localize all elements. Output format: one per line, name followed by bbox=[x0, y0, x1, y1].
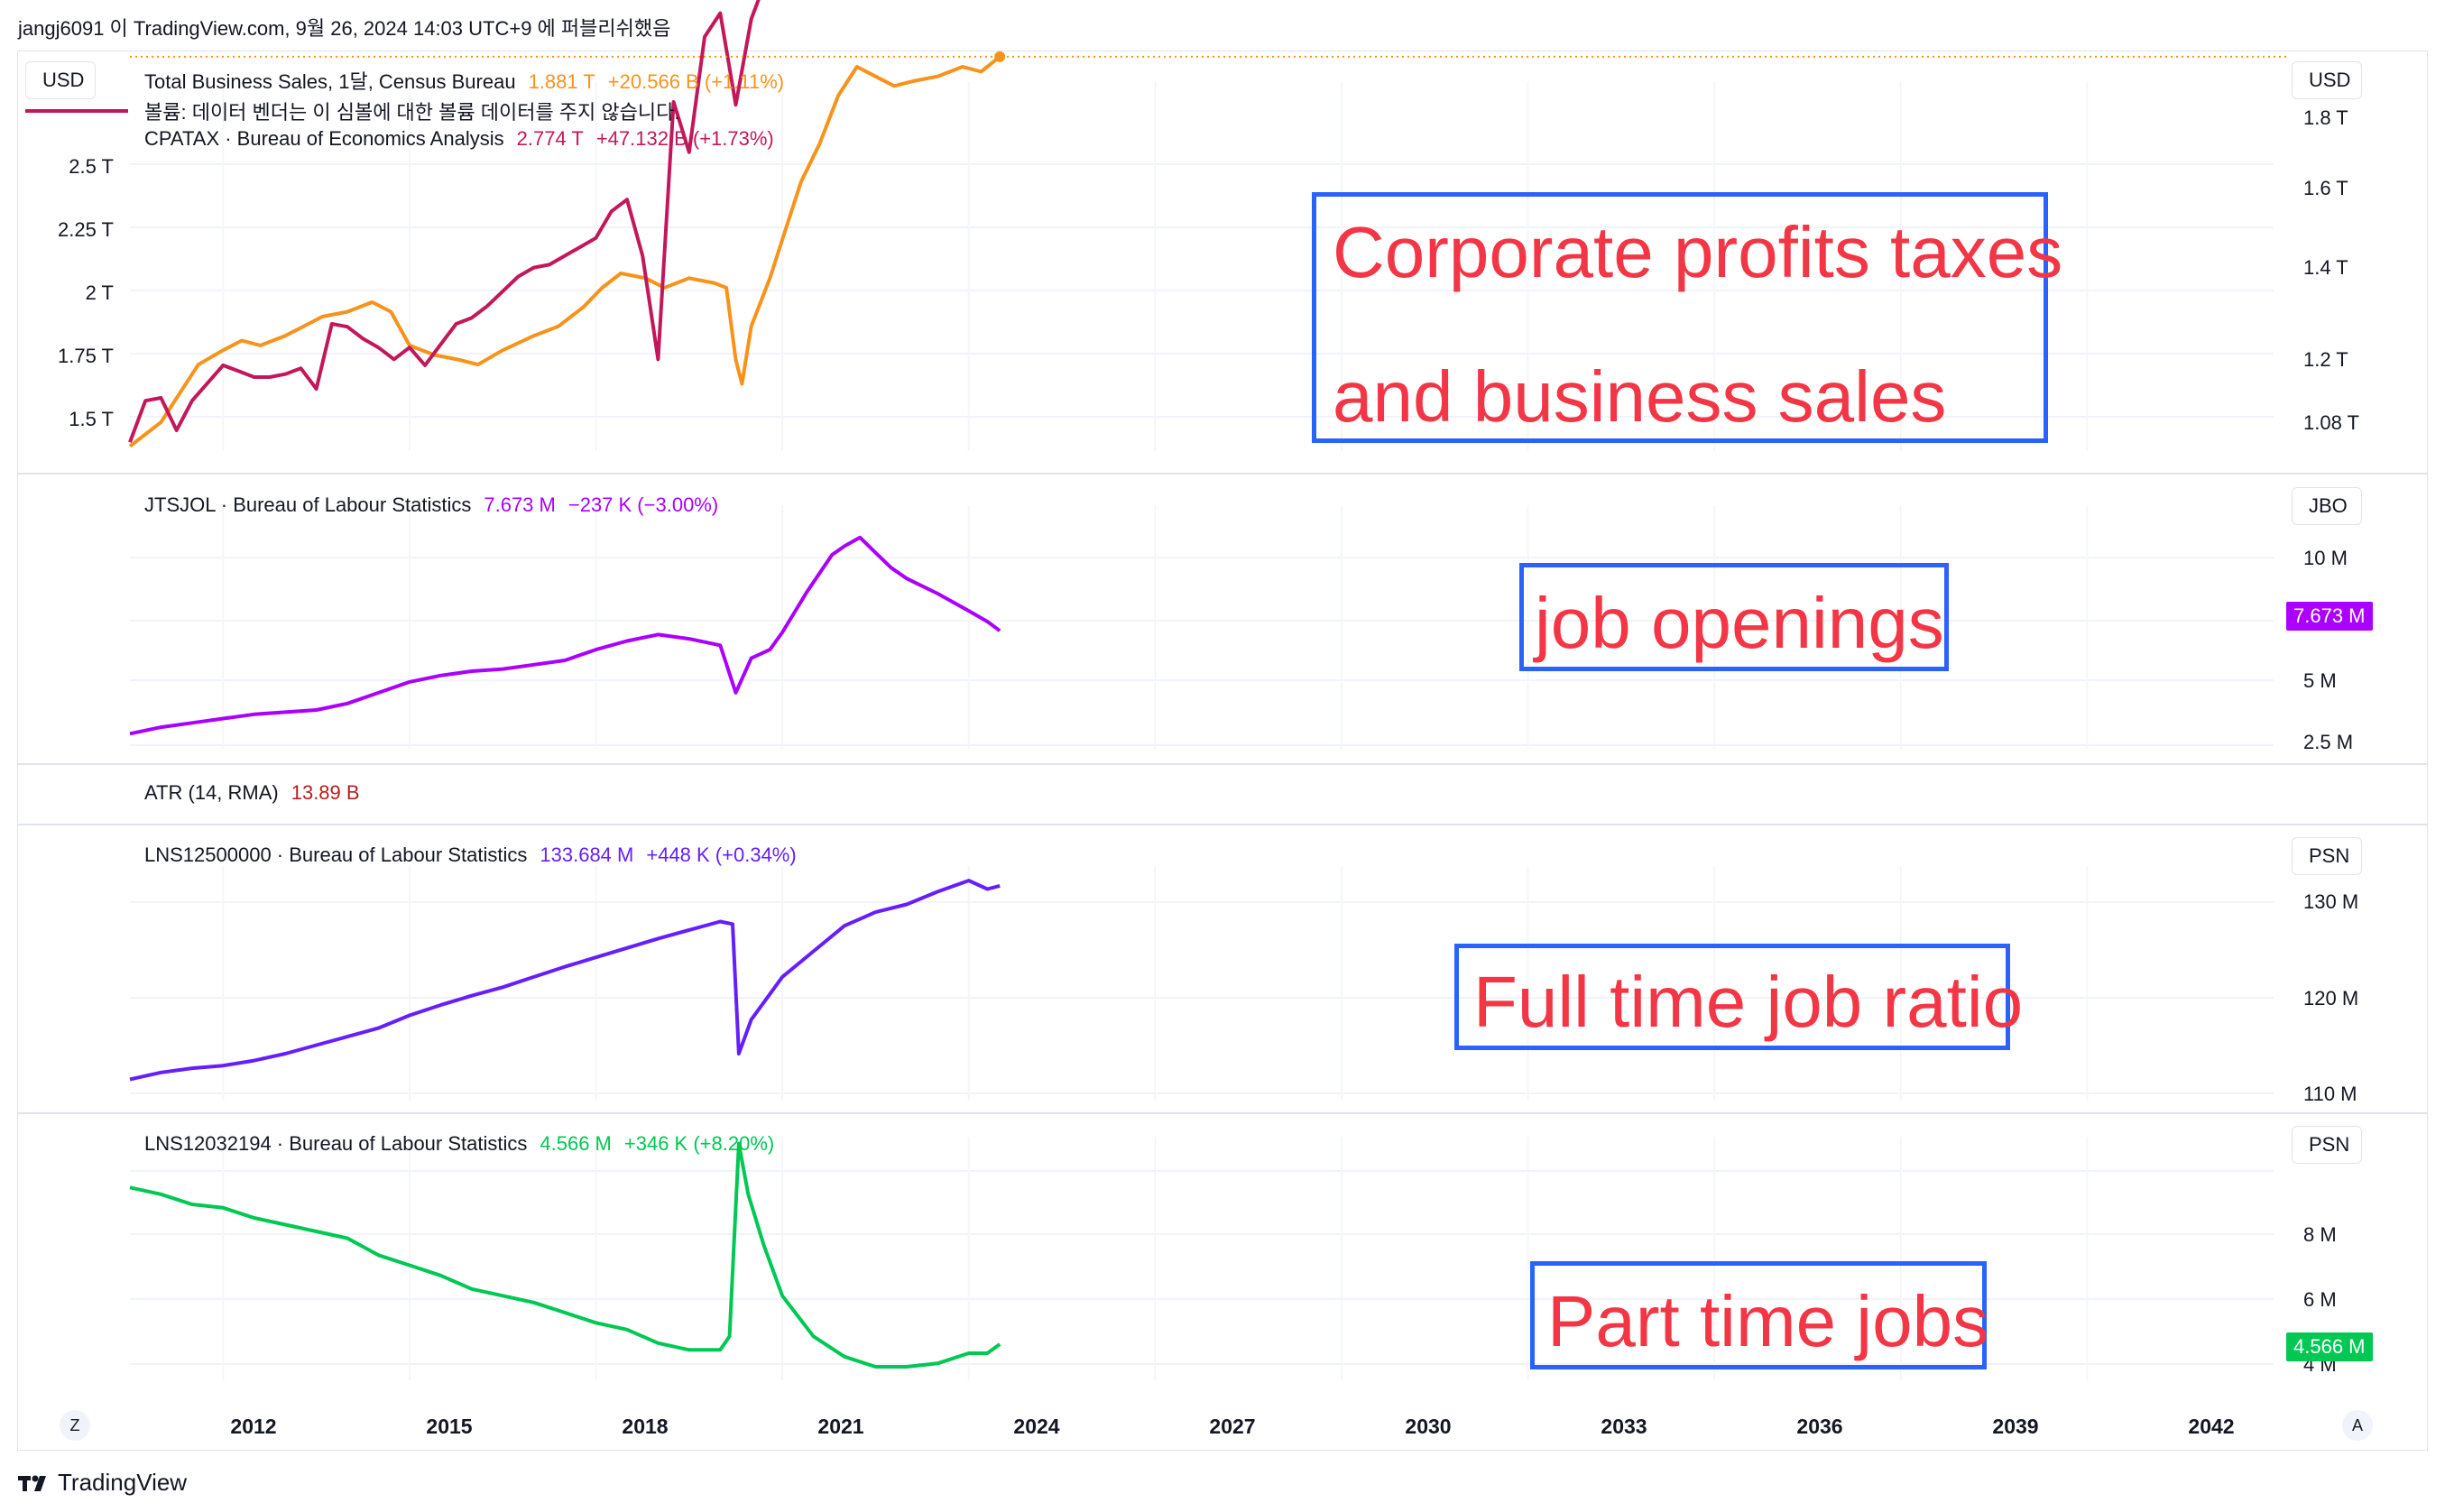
right-axis-tick: 1.4 T bbox=[2303, 256, 2348, 279]
x-axis-tick: 2030 bbox=[1405, 1415, 1452, 1438]
x-axis-tick: 2024 bbox=[1013, 1415, 1060, 1438]
pane5-scale-unit-button[interactable]: PSN bbox=[2292, 1126, 2362, 1164]
volume-note: 볼륨: 데이터 벤더는 이 심볼에 대한 볼륨 데이터를 주지 않습니다. bbox=[144, 101, 680, 124]
x-axis-tick: 2021 bbox=[817, 1415, 864, 1438]
annotation-box-part-time[interactable]: Part time jobs bbox=[1530, 1261, 1989, 1369]
left-axis-tick: 1.75 T bbox=[58, 345, 114, 367]
series-line-lns12500000[interactable] bbox=[129, 879, 1001, 1082]
tradingview-logo-icon bbox=[18, 1475, 46, 1491]
right-axis-tick: 120 M bbox=[2303, 987, 2359, 1010]
pane-divider[interactable] bbox=[17, 473, 2428, 475]
legend-series-change: +20.566 B (+1.11%) bbox=[607, 70, 785, 93]
annotation-text: Part time jobs bbox=[1547, 1281, 1989, 1361]
pane-divider[interactable] bbox=[17, 763, 2428, 765]
left-scale-series-marker bbox=[25, 109, 128, 113]
x-axis-tick: 2033 bbox=[1601, 1415, 1647, 1438]
right-axis-tick: 6 M bbox=[2303, 1288, 2337, 1311]
series-line-cpatax[interactable] bbox=[128, 0, 1000, 443]
right-axis-tick: 130 M bbox=[2303, 890, 2359, 913]
legend-series-name: LNS12032194 · Bureau of Labour Statistic… bbox=[144, 1132, 528, 1155]
legend-series-name: JTSJOL · Bureau of Labour Statistics bbox=[144, 493, 472, 516]
x-axis-tick: 2039 bbox=[1992, 1415, 2039, 1438]
last-value-label: 7.673 M bbox=[2286, 602, 2373, 631]
x-axis-tick: 2018 bbox=[622, 1415, 669, 1438]
left-axis-tick: 2 T bbox=[85, 281, 114, 304]
legend-cpatax[interactable]: CPATAX · Bureau of Economics Analysis 2.7… bbox=[144, 127, 774, 151]
annotation-text: Full time job ratio bbox=[1473, 962, 2024, 1042]
x-axis-tick: 2012 bbox=[230, 1415, 277, 1438]
annotation-text: Corporate profits taxes bbox=[1333, 212, 2063, 292]
pane-divider[interactable] bbox=[17, 824, 2428, 825]
annotation-box-job-openings[interactable]: job openings bbox=[1519, 563, 1949, 671]
left-scale-unit-button[interactable]: USD bbox=[25, 61, 96, 99]
left-axis-tick: 2.5 T bbox=[69, 155, 114, 178]
toggle-zoom-button[interactable]: Z bbox=[60, 1410, 90, 1441]
series-line-lns12032194[interactable] bbox=[129, 1141, 1001, 1369]
pane2-scale-unit-button[interactable]: JBO bbox=[2292, 487, 2362, 525]
publish-attribution: jangj6091 이 TradingView.com, 9월 26, 2024… bbox=[18, 17, 671, 40]
right-axis-tick: 1.08 T bbox=[2303, 411, 2359, 434]
series-line-jtsjol[interactable] bbox=[129, 535, 1001, 736]
x-axis-tick: 2015 bbox=[426, 1415, 473, 1438]
legend-series-name: Total Business Sales, 1달, Census Bureau bbox=[144, 70, 516, 93]
series-line-business-sales[interactable] bbox=[128, 55, 1001, 448]
right-axis-tick: 10 M bbox=[2303, 547, 2348, 569]
last-point-marker bbox=[994, 51, 1006, 62]
tradingview-logo[interactable]: TradingView bbox=[18, 1469, 187, 1497]
legend-series-value: 1.881 T bbox=[528, 70, 595, 93]
right-axis-tick: 1.2 T bbox=[2303, 348, 2348, 371]
left-axis-tick: 2.25 T bbox=[58, 218, 114, 241]
right-axis-tick: 110 M bbox=[2303, 1083, 2357, 1105]
legend-series-change: +448 K (+0.34%) bbox=[646, 844, 797, 866]
legend-indicator-value: 13.89 B bbox=[291, 781, 360, 804]
legend-series-value: 7.673 M bbox=[484, 493, 556, 516]
legend-lns12032194[interactable]: LNS12032194 · Bureau of Labour Statistic… bbox=[144, 1132, 774, 1156]
last-value-label: 4.566 M bbox=[2286, 1332, 2373, 1361]
x-axis-tick: 2042 bbox=[2188, 1415, 2235, 1438]
right-axis-tick: 5 M bbox=[2303, 669, 2337, 692]
legend-atr[interactable]: ATR (14, RMA) 13.89 B bbox=[144, 781, 360, 805]
right-axis-tick: 2.5 M bbox=[2303, 731, 2354, 753]
annotation-box-full-time[interactable]: Full time job ratio bbox=[1454, 944, 2023, 1050]
left-axis-tick: 1.5 T bbox=[69, 408, 114, 430]
legend-business-sales[interactable]: Total Business Sales, 1달, Census Bureau 1… bbox=[144, 66, 784, 95]
right-axis-tick: 8 M bbox=[2303, 1223, 2337, 1246]
legend-lns12500000[interactable]: LNS12500000 · Bureau of Labour Statistic… bbox=[144, 844, 797, 867]
legend-series-change: +47.132 B (+1.73%) bbox=[595, 127, 774, 150]
right-scale-unit-button[interactable]: USD bbox=[2292, 61, 2362, 99]
legend-series-value: 4.566 M bbox=[540, 1132, 612, 1155]
legend-series-change: −237 K (−3.00%) bbox=[567, 493, 719, 516]
legend-series-name: CPATAX · Bureau of Economics Analysis bbox=[144, 127, 504, 150]
annotation-text: and business sales bbox=[1333, 356, 1947, 437]
legend-series-name: LNS12500000 · Bureau of Labour Statistic… bbox=[144, 844, 528, 866]
annotation-box-profits-sales[interactable]: Corporate profits taxes and business sal… bbox=[1312, 192, 2062, 443]
chart-frame bbox=[17, 51, 2428, 1451]
brand-name: TradingView bbox=[58, 1469, 188, 1496]
right-axis-tick: 1.6 T bbox=[2303, 177, 2348, 199]
auto-scale-button[interactable]: A bbox=[2342, 1410, 2373, 1441]
legend-indicator-name: ATR (14, RMA) bbox=[144, 781, 279, 804]
legend-series-value: 2.774 T bbox=[516, 127, 584, 150]
x-axis-tick: 2036 bbox=[1796, 1415, 1843, 1438]
right-axis-tick: 1.8 T bbox=[2303, 106, 2348, 129]
pane-divider[interactable] bbox=[17, 1112, 2428, 1114]
legend-series-value: 133.684 M bbox=[540, 844, 634, 866]
x-axis-tick: 2027 bbox=[1209, 1415, 1256, 1438]
legend-series-change: +346 K (+8.20%) bbox=[623, 1132, 775, 1155]
pane4-scale-unit-button[interactable]: PSN bbox=[2292, 837, 2362, 875]
annotation-text: job openings bbox=[1535, 583, 1944, 663]
legend-jtsjol[interactable]: JTSJOL · Bureau of Labour Statistics 7.67… bbox=[144, 493, 718, 517]
